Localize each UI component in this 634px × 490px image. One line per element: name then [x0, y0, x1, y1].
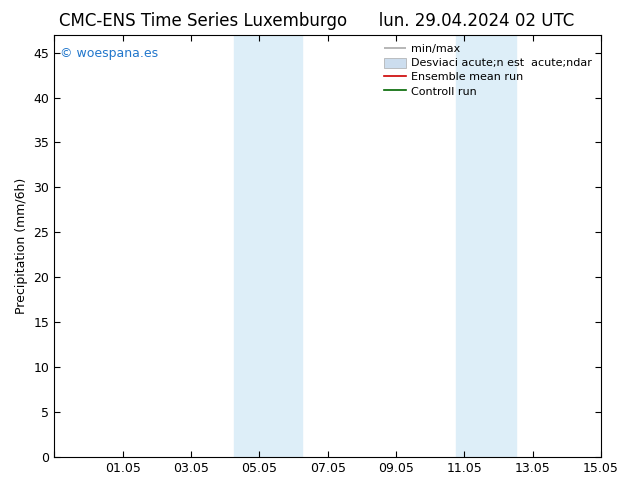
- Bar: [234, 35, 302, 457]
- Text: © woespana.es: © woespana.es: [60, 47, 158, 60]
- Legend: min/max, Desviaci acute;n est  acute;ndar, Ensemble mean run, Controll run: min/max, Desviaci acute;n est acute;ndar…: [380, 40, 595, 100]
- Text: CMC-ENS Time Series Luxemburgo      lun. 29.04.2024 02 UTC: CMC-ENS Time Series Luxemburgo lun. 29.0…: [60, 12, 574, 30]
- Y-axis label: Precipitation (mm/6h): Precipitation (mm/6h): [15, 178, 28, 314]
- Bar: [456, 35, 515, 457]
